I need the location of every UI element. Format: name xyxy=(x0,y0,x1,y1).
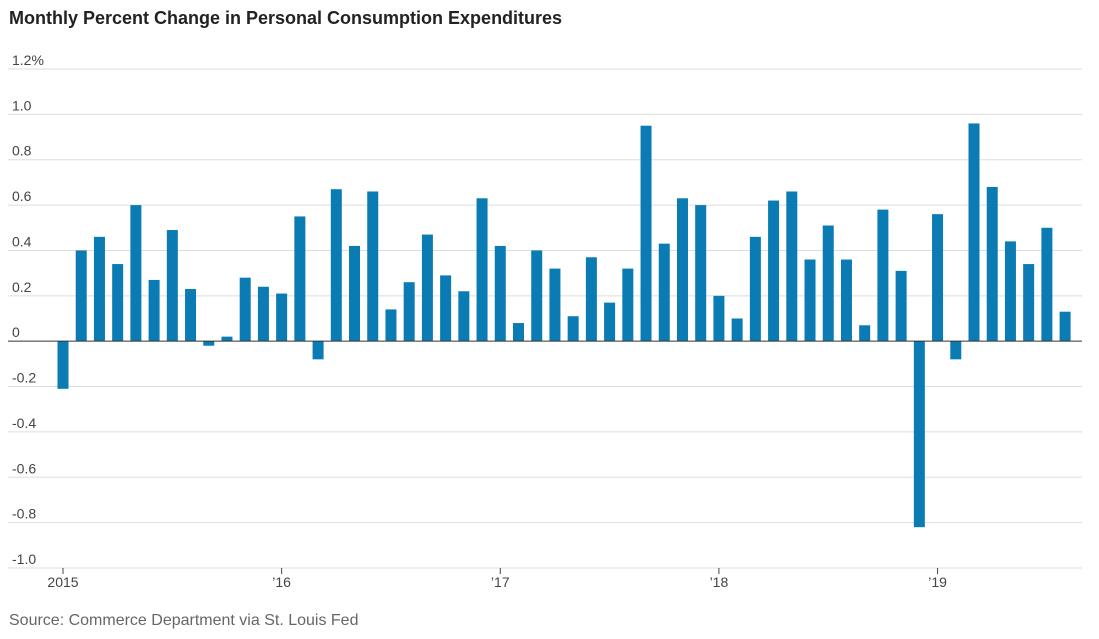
bar xyxy=(676,198,688,342)
bar xyxy=(968,123,980,342)
bar xyxy=(1023,264,1035,342)
bar xyxy=(822,225,834,342)
bar xyxy=(349,245,361,342)
y-tick-label: 0 xyxy=(12,324,20,340)
bar xyxy=(1041,227,1053,342)
bar xyxy=(695,205,707,342)
y-tick-label: 0.2 xyxy=(12,279,32,295)
bar xyxy=(75,250,87,342)
bar xyxy=(913,341,925,528)
bar xyxy=(877,209,889,342)
bar xyxy=(166,230,178,342)
bar xyxy=(148,279,160,342)
bar xyxy=(130,205,142,342)
bar xyxy=(112,264,124,342)
bar xyxy=(276,293,288,342)
bar xyxy=(93,236,105,342)
x-tick-label: ’17 xyxy=(491,574,510,590)
bar xyxy=(768,200,780,342)
bar xyxy=(804,259,816,342)
bar xyxy=(713,295,725,342)
bar xyxy=(385,309,397,342)
bar xyxy=(239,277,251,342)
bar xyxy=(859,325,871,342)
bar xyxy=(986,186,998,342)
bar xyxy=(476,198,488,342)
bar xyxy=(421,234,433,342)
bar xyxy=(403,282,415,342)
bar xyxy=(749,236,761,342)
bar xyxy=(840,259,852,342)
bar xyxy=(531,250,543,342)
x-tick-label: ’16 xyxy=(272,574,291,590)
x-tick-label: ’19 xyxy=(928,574,947,590)
y-tick-label: 1.2% xyxy=(12,52,44,68)
x-axis-ticks: 2015 ’16 ’17 ’18 ’19 xyxy=(47,568,947,590)
bar xyxy=(1059,311,1071,342)
gridlines xyxy=(8,68,1082,569)
bar xyxy=(731,318,743,342)
y-tick-label: -1.0 xyxy=(12,551,36,567)
source-note: Source: Commerce Department via St. Loui… xyxy=(9,612,359,629)
bar xyxy=(203,341,215,346)
chart-title: Monthly Percent Change in Personal Consu… xyxy=(9,8,563,28)
bar xyxy=(622,268,634,342)
y-tick-label: 0.4 xyxy=(12,233,32,249)
bar xyxy=(221,336,233,342)
bar xyxy=(932,214,944,342)
bar xyxy=(257,286,269,342)
y-tick-label: -0.4 xyxy=(12,415,36,431)
bars xyxy=(57,123,1071,528)
bar xyxy=(567,316,579,342)
y-tick-label: -0.6 xyxy=(12,460,36,476)
bar xyxy=(57,341,69,389)
y-axis-ticks: 1.2% 1.0 0.8 0.6 0.4 0.2 0 -0.2 -0.4 -0.6 -0.8 -1.0 xyxy=(12,52,44,567)
bar xyxy=(1004,241,1016,342)
bar xyxy=(950,341,962,360)
bar xyxy=(895,270,907,342)
bar xyxy=(585,257,597,342)
bar xyxy=(185,289,197,342)
bar xyxy=(440,275,452,342)
bar xyxy=(294,216,306,342)
bar xyxy=(494,245,506,342)
x-tick-label: ’18 xyxy=(710,574,729,590)
x-tick-label: 2015 xyxy=(47,574,78,590)
bar xyxy=(312,341,324,360)
bar xyxy=(330,189,342,342)
y-tick-label: -0.2 xyxy=(12,370,36,386)
bar xyxy=(367,191,379,342)
bar xyxy=(640,125,652,342)
y-tick-label: -0.8 xyxy=(12,506,36,522)
bar xyxy=(458,291,470,342)
bar xyxy=(658,243,670,342)
bar xyxy=(513,323,524,342)
y-tick-label: 0.8 xyxy=(12,143,32,159)
bar xyxy=(549,268,561,342)
y-tick-label: 1.0 xyxy=(12,97,32,113)
bar xyxy=(786,191,798,342)
y-tick-label: 0.6 xyxy=(12,188,32,204)
bar xyxy=(604,302,616,342)
